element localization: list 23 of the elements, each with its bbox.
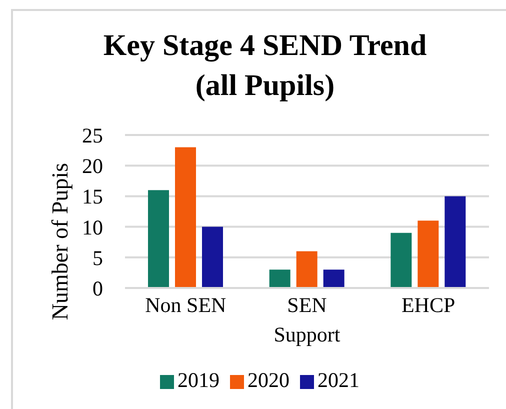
- bar: [202, 226, 223, 288]
- chart-title: Key Stage 4 SEND Trend (all Pupils): [102, 28, 428, 104]
- x-tick-label: EHCP: [401, 292, 456, 317]
- y-tick-label: 5: [92, 246, 103, 270]
- y-axis-title: Number of Pupis: [48, 162, 72, 320]
- bar: [175, 147, 196, 288]
- bar: [148, 190, 169, 288]
- bar: [418, 220, 439, 288]
- y-tick-label: 0: [92, 276, 103, 300]
- bar: [390, 232, 412, 288]
- x-tick-label: Non SEN: [145, 292, 226, 317]
- y-tick-label: 25: [82, 123, 103, 148]
- y-tick-label: 10: [82, 215, 103, 240]
- y-tick-label: 15: [82, 184, 103, 209]
- bar: [269, 270, 290, 288]
- x-tick-label: SEN Support: [274, 292, 340, 346]
- y-tick-label: 20: [82, 154, 103, 178]
- legend-label: 2021: [318, 368, 360, 392]
- legend-label: 2020: [248, 368, 290, 392]
- legend-label: 2019: [178, 368, 220, 392]
- bar: [323, 270, 344, 288]
- bar: [296, 251, 318, 288]
- bar: [444, 196, 466, 288]
